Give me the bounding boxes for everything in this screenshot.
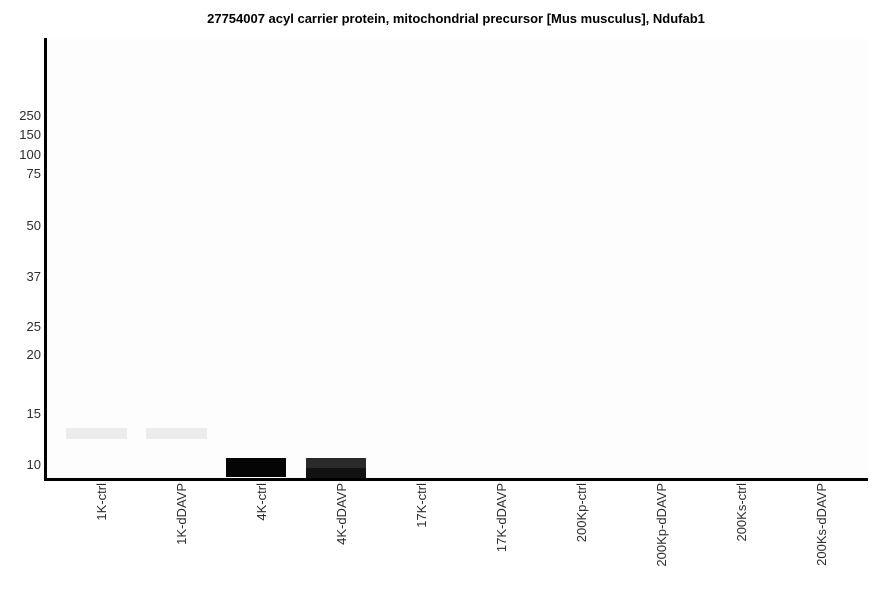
lane-label: 17K-ctrl [414,483,429,528]
lane-label: 200Ks-ctrl [734,483,749,542]
mw-marker-label: 20 [26,347,41,362]
lane-label: 200Kp-dDAVP [654,483,669,567]
lane-label: 200Ks-dDAVP [814,483,829,566]
lane-label: 1K-dDAVP [174,483,189,545]
lane-label: 4K-dDAVP [334,483,349,545]
mw-marker-label: 15 [26,406,41,421]
protein-band [146,428,207,439]
plot-area [46,38,868,478]
protein-band [306,458,366,468]
lane-label: 4K-ctrl [254,483,269,521]
mw-marker-label: 250 [19,108,41,123]
mw-marker-label: 37 [26,269,41,284]
protein-band [306,468,366,478]
chart-title: 27754007 acyl carrier protein, mitochond… [207,11,705,26]
y-axis-line [44,38,47,481]
protein-band [66,428,127,439]
mw-marker-label: 75 [26,166,41,181]
lane-label: 1K-ctrl [94,483,109,521]
mw-marker-label: 100 [19,147,41,162]
lane-label: 17K-dDAVP [494,483,509,553]
mw-marker-label: 10 [26,457,41,472]
x-axis-line [44,478,868,481]
mw-marker-label: 50 [26,218,41,233]
protein-band [226,458,286,477]
mw-marker-label: 25 [26,319,41,334]
mw-marker-label: 150 [19,127,41,142]
lane-label: 200Kp-ctrl [574,483,589,543]
